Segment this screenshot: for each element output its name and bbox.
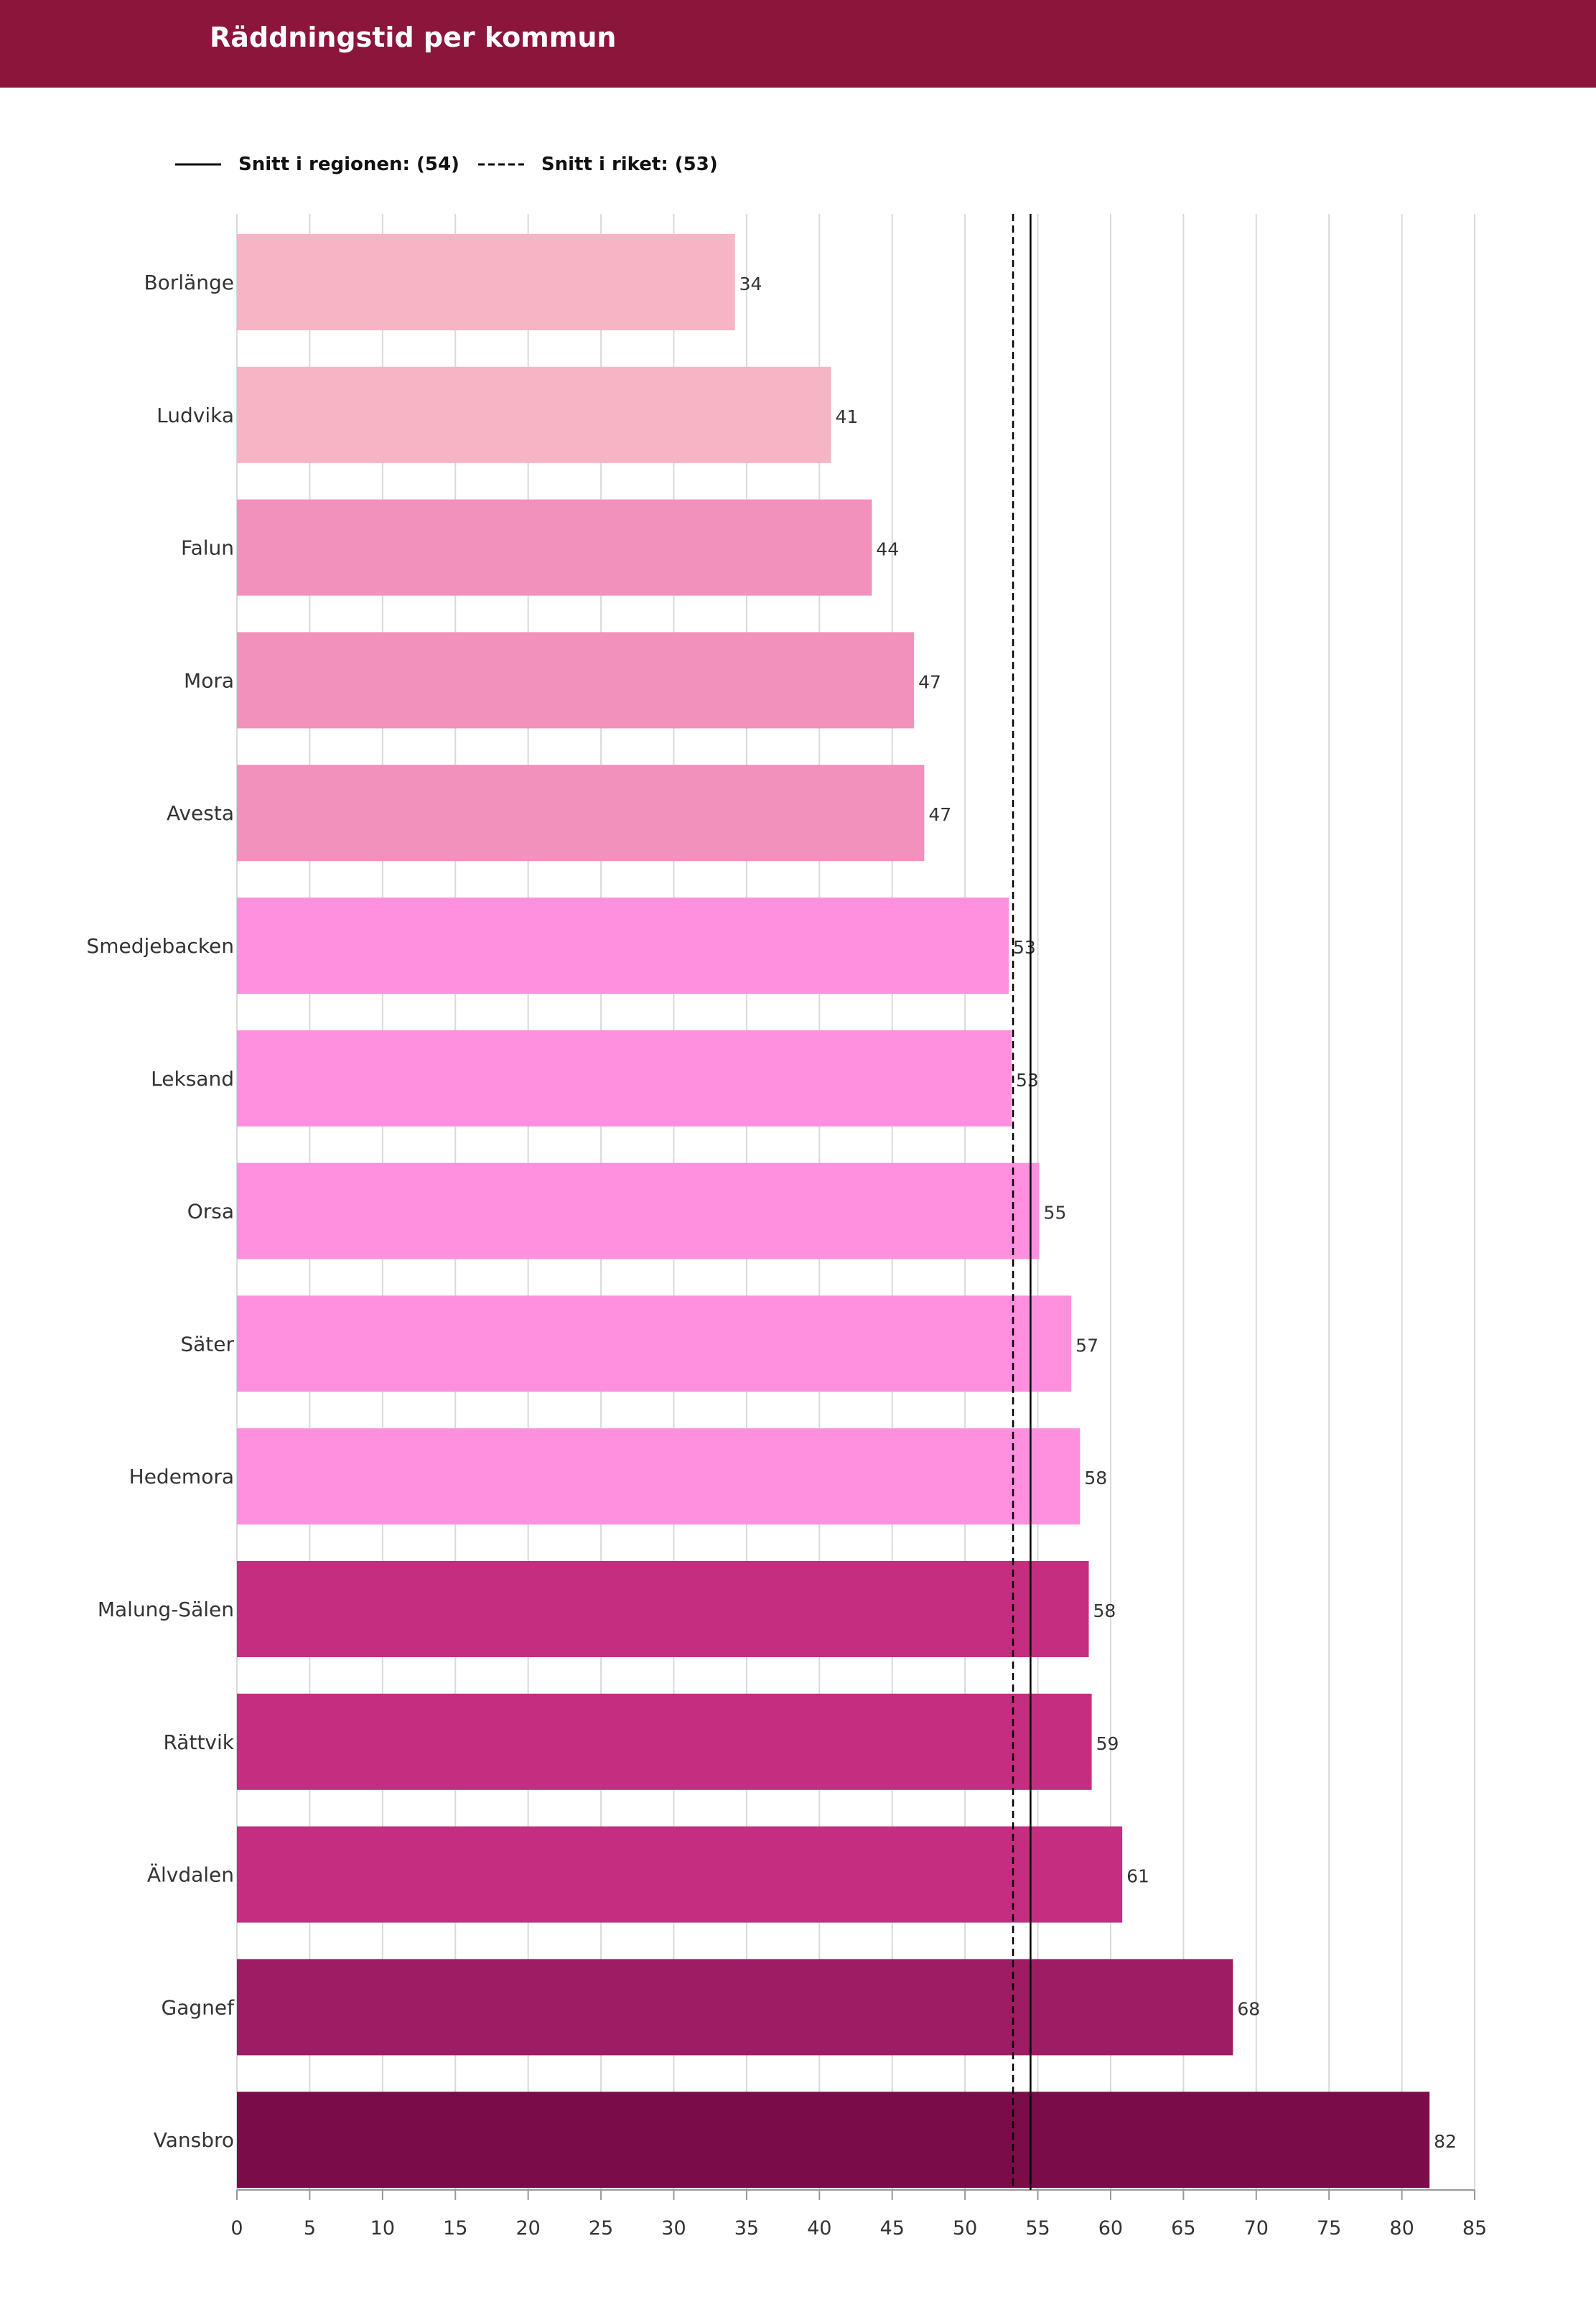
category-label: Rättvik: [163, 1730, 234, 1754]
category-label: Ludvika: [157, 404, 234, 427]
x-tick-label: 15: [443, 2217, 467, 2240]
bar-value-label: 34: [739, 274, 762, 294]
bar-value-label: 61: [1126, 1866, 1149, 1887]
bar-value-label: 41: [836, 406, 859, 427]
bar: [237, 898, 1009, 994]
bar: [237, 1959, 1233, 2056]
bar-value-label: 59: [1096, 1733, 1119, 1754]
category-label: Gagnef: [162, 1995, 235, 2019]
bar-value-label: 57: [1075, 1335, 1098, 1356]
bar: [237, 234, 735, 330]
x-tick-label: 85: [1462, 2217, 1487, 2240]
bar-value-label: 53: [1013, 937, 1036, 958]
category-label: Malung-Sälen: [98, 1598, 234, 1621]
category-label: Vansbro: [154, 2128, 234, 2152]
bar-value-label: 47: [918, 671, 941, 692]
x-tick-label: 25: [589, 2217, 613, 2240]
x-tick-label: 10: [370, 2217, 395, 2240]
bar: [237, 1693, 1092, 1790]
x-tick-label: 70: [1244, 2217, 1269, 2240]
bar: [237, 499, 872, 596]
category-label: Leksand: [151, 1067, 234, 1091]
category-label: Smedjebacken: [86, 934, 234, 958]
x-tick-label: 5: [304, 2217, 316, 2240]
x-tick-label: 45: [880, 2217, 905, 2240]
x-tick-label: 50: [953, 2217, 977, 2240]
category-label: Mora: [184, 668, 234, 692]
bar-value-label: 58: [1084, 1468, 1107, 1488]
chart-legend: Snitt i regionen: (54) Snitt i riket: (5…: [175, 149, 718, 180]
x-tick-label: 20: [515, 2217, 540, 2240]
bar-value-label: 53: [1016, 1070, 1039, 1091]
x-tick-label: 60: [1098, 2217, 1123, 2240]
legend-item-national: Snitt i riket: (53): [477, 154, 718, 175]
bar: [237, 1826, 1123, 1923]
legend-dashed-line-icon: [477, 163, 524, 166]
bar-value-label: 47: [928, 804, 951, 825]
x-tick-label: 40: [807, 2217, 831, 2240]
bar: [237, 765, 925, 862]
bar-value-label: 55: [1044, 1203, 1067, 1224]
bar: [237, 2092, 1430, 2189]
bar: [237, 366, 831, 463]
x-tick-label: 65: [1171, 2217, 1195, 2240]
category-label: Hedemora: [129, 1465, 234, 1488]
category-label: Säter: [180, 1332, 234, 1356]
bar: [237, 1561, 1089, 1657]
x-tick-label: 35: [734, 2217, 759, 2240]
legend-label-national: Snitt i riket: (53): [541, 154, 718, 175]
x-tick-label: 80: [1389, 2217, 1414, 2240]
bar: [237, 1030, 1012, 1127]
bar-value-label: 58: [1093, 1600, 1116, 1621]
bar-value-label: 82: [1434, 2131, 1457, 2152]
x-tick-label: 30: [661, 2217, 686, 2240]
bar: [237, 1428, 1081, 1525]
bar-value-label: 44: [876, 539, 899, 560]
bar: [237, 1162, 1040, 1259]
category-label: Älvdalen: [147, 1863, 234, 1887]
legend-label-region: Snitt i regionen: (54): [238, 154, 459, 175]
x-tick-label: 75: [1317, 2217, 1341, 2240]
bar: [237, 632, 915, 729]
category-label: Falun: [181, 536, 234, 560]
page-header: Räddningstid per kommun: [0, 0, 1596, 88]
category-label: Avesta: [167, 801, 234, 825]
legend-solid-line-icon: [175, 163, 221, 166]
legend-item-region: Snitt i regionen: (54): [175, 154, 459, 175]
category-label: Orsa: [187, 1200, 234, 1224]
category-label: Borlänge: [144, 271, 234, 294]
x-tick-label: 0: [230, 2217, 243, 2240]
bar: [237, 1295, 1072, 1392]
bar-value-label: 68: [1237, 1998, 1260, 2019]
x-tick-label: 55: [1025, 2217, 1050, 2240]
page-title: Räddningstid per kommun: [210, 22, 617, 53]
